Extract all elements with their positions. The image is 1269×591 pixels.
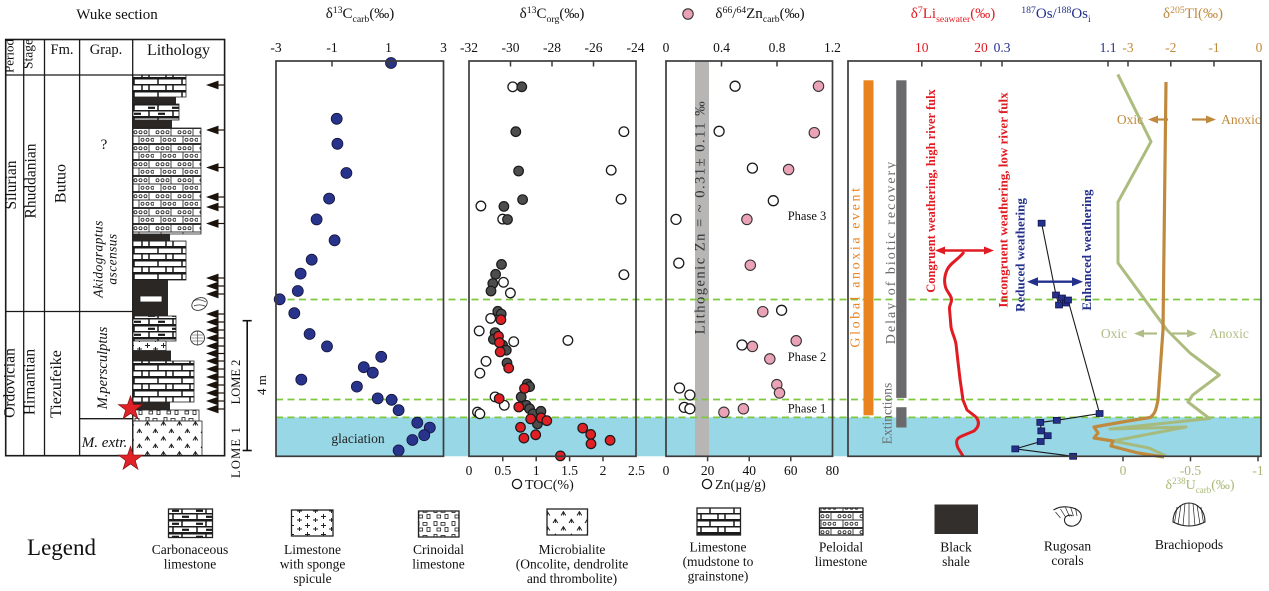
svg-text:δ13​Corg​(‰): δ13​Corg​(‰): [520, 5, 585, 25]
svg-text:Wuke section: Wuke section: [76, 7, 158, 23]
svg-text:glaciation: glaciation: [331, 431, 384, 446]
svg-text:-1: -1: [1252, 463, 1263, 478]
svg-text:Reduced weathering: Reduced weathering: [1013, 198, 1028, 312]
svg-text:Brachiopods: Brachiopods: [1155, 537, 1223, 552]
svg-text:(Oncolite, dendrolite: (Oncolite, dendrolite: [516, 557, 628, 572]
svg-text:Phase 2: Phase 2: [788, 350, 827, 364]
svg-text:2.5: 2.5: [628, 463, 645, 478]
svg-text:Oxic: Oxic: [1117, 112, 1143, 127]
svg-text:0.5: 0.5: [494, 463, 511, 478]
svg-text:Incongruent weathering, low ri: Incongruent weathering, low river fulx: [996, 92, 1011, 308]
svg-text:grainstone): grainstone): [688, 569, 749, 584]
svg-text:LOME 2: LOME 2: [229, 360, 243, 405]
svg-text:1: 1: [533, 463, 540, 478]
svg-text:Phase 1: Phase 1: [788, 402, 827, 416]
svg-text:0.4: 0.4: [713, 40, 730, 55]
svg-text:Fm.: Fm.: [51, 42, 74, 58]
svg-text:60: 60: [784, 463, 798, 478]
svg-text:-32: -32: [460, 40, 478, 55]
svg-text:Anoxic: Anoxic: [1221, 112, 1261, 127]
svg-text:-2: -2: [1165, 40, 1176, 55]
svg-text:Zn(µg/g): Zn(µg/g): [715, 478, 766, 493]
svg-text:-24: -24: [627, 40, 645, 55]
svg-text:(mudstone to: (mudstone to: [683, 554, 754, 569]
svg-text:corals: corals: [1051, 553, 1083, 568]
svg-text:0: 0: [663, 40, 670, 55]
svg-text:2: 2: [600, 463, 607, 478]
svg-text:Lithogenic Zn = ~ 0.31± 0.11 ‰: Lithogenic Zn = ~ 0.31± 0.11 ‰: [693, 100, 709, 334]
svg-text:Oxic: Oxic: [1101, 326, 1127, 341]
svg-text:Enhanced weathering: Enhanced weathering: [1079, 189, 1094, 310]
svg-text:0: 0: [663, 463, 670, 478]
svg-text:Carbonaceous: Carbonaceous: [152, 542, 228, 557]
svg-text:0: 0: [1120, 463, 1127, 478]
svg-text:Ordovician: Ordovician: [2, 348, 19, 418]
svg-text:Stage: Stage: [21, 39, 36, 69]
svg-text:Akidograptus: Akidograptus: [91, 220, 106, 299]
svg-text:80: 80: [826, 463, 840, 478]
svg-text:Delay of biotic recovery: Delay of biotic recovery: [884, 160, 899, 344]
svg-text:Peloidal: Peloidal: [819, 540, 863, 555]
svg-text:10: 10: [915, 40, 929, 55]
svg-text:Black: Black: [940, 540, 972, 555]
svg-text:1: 1: [385, 40, 392, 55]
svg-text:-3: -3: [1122, 40, 1133, 55]
svg-text:Anoxic: Anoxic: [1209, 326, 1249, 341]
svg-text:with sponge: with sponge: [280, 557, 346, 572]
svg-text:Period: Period: [2, 39, 17, 73]
svg-text:4 m: 4 m: [254, 375, 269, 395]
svg-text:δ13​Ccarb​(‰): δ13​Ccarb​(‰): [326, 5, 395, 25]
svg-text:M. extr.: M. extr.: [81, 435, 127, 451]
svg-text:δ7​Liseawater​(‰): δ7​Liseawater​(‰): [911, 5, 995, 25]
svg-text:-30: -30: [502, 40, 520, 55]
svg-text:Microbialite: Microbialite: [539, 542, 606, 557]
svg-text:0: 0: [1256, 40, 1263, 55]
svg-text:ascensus: ascensus: [105, 233, 120, 284]
svg-text:Congruent weathering, high riv: Congruent weathering, high river fulx: [924, 88, 938, 292]
svg-text:1.1: 1.1: [1100, 40, 1117, 55]
svg-text:-0.5: -0.5: [1180, 463, 1202, 478]
svg-text:-1: -1: [326, 40, 337, 55]
svg-text:40: 40: [742, 463, 756, 478]
svg-text:3: 3: [440, 40, 447, 55]
svg-text:Phase 3: Phase 3: [788, 209, 827, 223]
svg-text:and thrombolite): and thrombolite): [527, 571, 617, 586]
svg-text:-28: -28: [543, 40, 561, 55]
svg-text:20: 20: [974, 40, 988, 55]
svg-text:Lithology: Lithology: [147, 42, 210, 59]
svg-text:shale: shale: [942, 554, 970, 569]
svg-text:M.persculptus: M.persculptus: [95, 326, 111, 410]
svg-text:Tiezufeike: Tiezufeike: [48, 350, 65, 418]
svg-text:Limestone: Limestone: [690, 540, 747, 555]
svg-text:Global anoxia event: Global anoxia event: [849, 185, 864, 347]
svg-text:0: 0: [466, 463, 473, 478]
svg-text:Hirnantian: Hirnantian: [22, 349, 39, 416]
svg-text:-1: -1: [1208, 40, 1219, 55]
svg-text:Limestone: Limestone: [284, 542, 341, 557]
svg-text:LOME 1: LOME 1: [229, 426, 243, 478]
svg-text:187​Os/188​Osi​: 187​Os/188​Osi​: [1021, 5, 1091, 25]
svg-text:Crinoidal: Crinoidal: [413, 542, 464, 557]
svg-text:limestone: limestone: [164, 557, 217, 572]
svg-text:Rhuddanian: Rhuddanian: [23, 143, 40, 218]
svg-text:20: 20: [701, 463, 715, 478]
svg-text:-26: -26: [585, 40, 603, 55]
svg-text:Grap.: Grap.: [90, 42, 123, 58]
svg-text:1.5: 1.5: [561, 463, 578, 478]
svg-text:-3: -3: [270, 40, 281, 55]
svg-text:Rugosan: Rugosan: [1044, 539, 1092, 554]
svg-text:0.8: 0.8: [769, 40, 786, 55]
svg-text:Extinctions: Extinctions: [880, 383, 895, 445]
svg-text:?: ?: [101, 137, 108, 153]
svg-text:Silurian: Silurian: [3, 160, 20, 209]
svg-text:limestone: limestone: [412, 557, 465, 572]
svg-text:1.2: 1.2: [824, 40, 841, 55]
svg-text:Legend: Legend: [27, 535, 96, 560]
svg-text:TOC(%): TOC(%): [525, 478, 574, 493]
svg-text:limestone: limestone: [815, 554, 868, 569]
svg-text:spicule: spicule: [293, 571, 331, 586]
svg-text:Butuo: Butuo: [53, 164, 70, 203]
svg-text:0.3: 0.3: [994, 40, 1011, 55]
